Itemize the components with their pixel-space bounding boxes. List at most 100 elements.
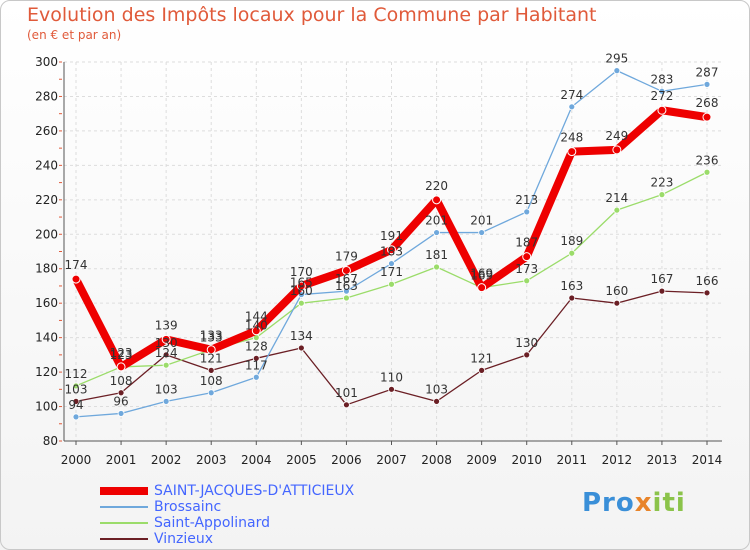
chart-title: Evolution des Impôts locaux pour la Comm…: [27, 4, 597, 26]
point-saint-jacques-d-atticieux: [341, 265, 351, 275]
data-label-saint-appolinard: 133: [200, 331, 223, 345]
point-saint-jacques-d-atticieux: [612, 145, 622, 155]
point-saint-appolinard: [703, 168, 711, 176]
point-vinzieux: [117, 389, 125, 397]
data-label-vinzieux: 121: [470, 351, 493, 365]
point-brossainc: [478, 229, 486, 236]
legend-item-vinzieux: Vinzieux: [100, 531, 354, 547]
data-label-saint-appolinard: 169: [470, 269, 493, 283]
point-brossainc: [72, 413, 80, 421]
point-saint-appolinard: [388, 280, 395, 288]
data-label-brossainc: 283: [650, 72, 673, 86]
data-label-brossainc: 287: [696, 65, 719, 79]
point-vinzieux: [703, 289, 711, 297]
legend-label-brossainc: Brossainc: [154, 499, 222, 515]
data-label-saint-jacques-d-atticieux: 179: [335, 249, 358, 263]
data-label-brossainc: 295: [605, 52, 628, 66]
data-label-saint-appolinard: 236: [696, 153, 719, 167]
point-vinzieux: [568, 294, 576, 302]
data-label-brossainc: 96: [113, 394, 128, 408]
point-vinzieux: [343, 401, 350, 409]
data-label-saint-jacques-d-atticieux: 169: [470, 267, 493, 281]
y-tick-label: 300: [35, 55, 58, 69]
x-tick-label: 2012: [602, 453, 633, 467]
data-label-vinzieux: 166: [696, 274, 719, 288]
legend-label-vinzieux: Vinzieux: [154, 531, 214, 547]
data-label-saint-appolinard: 112: [65, 367, 88, 381]
point-vinzieux: [388, 385, 395, 393]
logo-part-3: iti: [652, 488, 686, 518]
data-label-saint-appolinard: 223: [650, 176, 673, 190]
point-saint-jacques-d-atticieux: [387, 245, 396, 255]
data-label-saint-appolinard: 173: [515, 262, 538, 276]
data-label-saint-appolinard: 163: [335, 279, 358, 293]
point-vinzieux: [523, 351, 531, 359]
point-saint-jacques-d-atticieux: [71, 274, 81, 284]
data-label-saint-jacques-d-atticieux: 272: [650, 89, 673, 103]
x-tick-label: 2003: [196, 453, 227, 467]
point-saint-jacques-d-atticieux: [161, 334, 171, 344]
data-label-brossainc: 117: [245, 358, 268, 372]
x-tick-label: 2005: [286, 453, 317, 467]
point-vinzieux: [297, 344, 305, 352]
data-label-vinzieux: 130: [515, 336, 538, 350]
legend-item-saint-appolinard: Saint-Appolinard: [100, 515, 354, 531]
x-tick-label: 2011: [557, 453, 588, 467]
data-label-saint-appolinard: 181: [425, 248, 448, 262]
data-label-vinzieux: 110: [380, 370, 403, 384]
point-saint-appolinard: [72, 382, 80, 390]
data-label-brossainc: 213: [515, 193, 538, 207]
data-label-saint-jacques-d-atticieux: 139: [155, 318, 178, 332]
logo-part-1: Pro: [582, 488, 635, 518]
point-saint-appolinard: [343, 294, 350, 302]
point-brossainc: [658, 87, 666, 95]
data-label-vinzieux: 101: [335, 386, 358, 400]
y-tick-label: 220: [35, 193, 58, 207]
data-label-vinzieux: 128: [245, 339, 268, 353]
point-brossainc: [252, 373, 260, 381]
x-tick-label: 2007: [376, 453, 407, 467]
x-tick-label: 2004: [241, 453, 272, 467]
y-tick-label: 80: [43, 434, 58, 448]
point-brossainc: [523, 208, 531, 216]
point-brossainc: [117, 410, 125, 417]
x-tick-label: 2010: [511, 453, 542, 467]
x-tick-label: 2014: [692, 453, 723, 467]
y-tick-label: 240: [35, 158, 58, 172]
legend-label-saint-appolinard: Saint-Appolinard: [154, 515, 271, 531]
x-tick-label: 2001: [106, 453, 137, 467]
point-brossainc: [343, 287, 350, 295]
point-vinzieux: [252, 354, 260, 362]
point-saint-jacques-d-atticieux: [432, 195, 442, 205]
legend-item-brossainc: Brossainc: [100, 499, 354, 515]
x-tick-label: 2013: [647, 453, 678, 467]
y-tick-label: 100: [35, 400, 58, 414]
point-brossainc: [568, 103, 576, 111]
data-label-saint-jacques-d-atticieux: 187: [515, 236, 538, 250]
point-vinzieux: [613, 299, 621, 307]
data-label-brossainc: 183: [380, 245, 403, 259]
data-label-saint-jacques-d-atticieux: 170: [290, 265, 313, 279]
y-tick-label: 180: [35, 262, 58, 276]
data-label-vinzieux: 134: [290, 329, 313, 343]
data-label-brossainc: 94: [68, 398, 83, 412]
data-label-vinzieux: 167: [650, 272, 673, 286]
data-label-vinzieux: 163: [560, 279, 583, 293]
y-tick-label: 200: [35, 227, 58, 241]
legend-item-saint-jacques: SAINT-JACQUES-D'ATTICIEUX: [100, 483, 354, 499]
data-label-saint-jacques-d-atticieux: 191: [380, 229, 403, 243]
data-label-vinzieux: 121: [200, 351, 223, 365]
axes: 80 100 120 140 160 180 200 220 240 260 280 300 2000 2…: [35, 55, 722, 467]
proxiti-logo: Proxiti: [582, 488, 686, 518]
point-saint-jacques-d-atticieux: [657, 105, 667, 115]
data-label-brossainc: 165: [290, 276, 313, 290]
x-tick-label: 2009: [466, 453, 497, 467]
data-label-vinzieux: 160: [605, 284, 628, 298]
x-tick-label: 2000: [61, 453, 92, 467]
data-label-brossainc: 274: [560, 88, 583, 102]
data-label-vinzieux: 103: [65, 382, 88, 396]
data-label-vinzieux: 130: [155, 336, 178, 350]
data-label-saint-appolinard: 123: [110, 348, 133, 362]
